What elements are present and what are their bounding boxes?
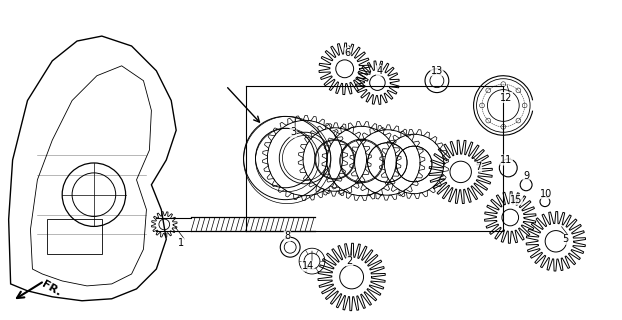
Text: 8: 8: [284, 231, 290, 241]
Text: 2: 2: [346, 256, 353, 266]
Text: 9: 9: [523, 171, 529, 181]
Text: 6: 6: [345, 48, 351, 58]
Text: 14: 14: [302, 261, 314, 271]
Text: 3: 3: [290, 127, 296, 137]
Text: 11: 11: [500, 155, 513, 165]
Text: 12: 12: [500, 92, 513, 102]
Text: 15: 15: [510, 195, 522, 205]
Text: 7: 7: [475, 162, 481, 172]
Text: 10: 10: [540, 189, 552, 199]
Text: 13: 13: [431, 66, 443, 76]
Text: 5: 5: [563, 234, 569, 244]
Text: FR.: FR.: [40, 279, 63, 298]
Text: 1: 1: [178, 238, 184, 248]
Text: 4: 4: [376, 66, 383, 76]
Bar: [47, 220, 102, 254]
